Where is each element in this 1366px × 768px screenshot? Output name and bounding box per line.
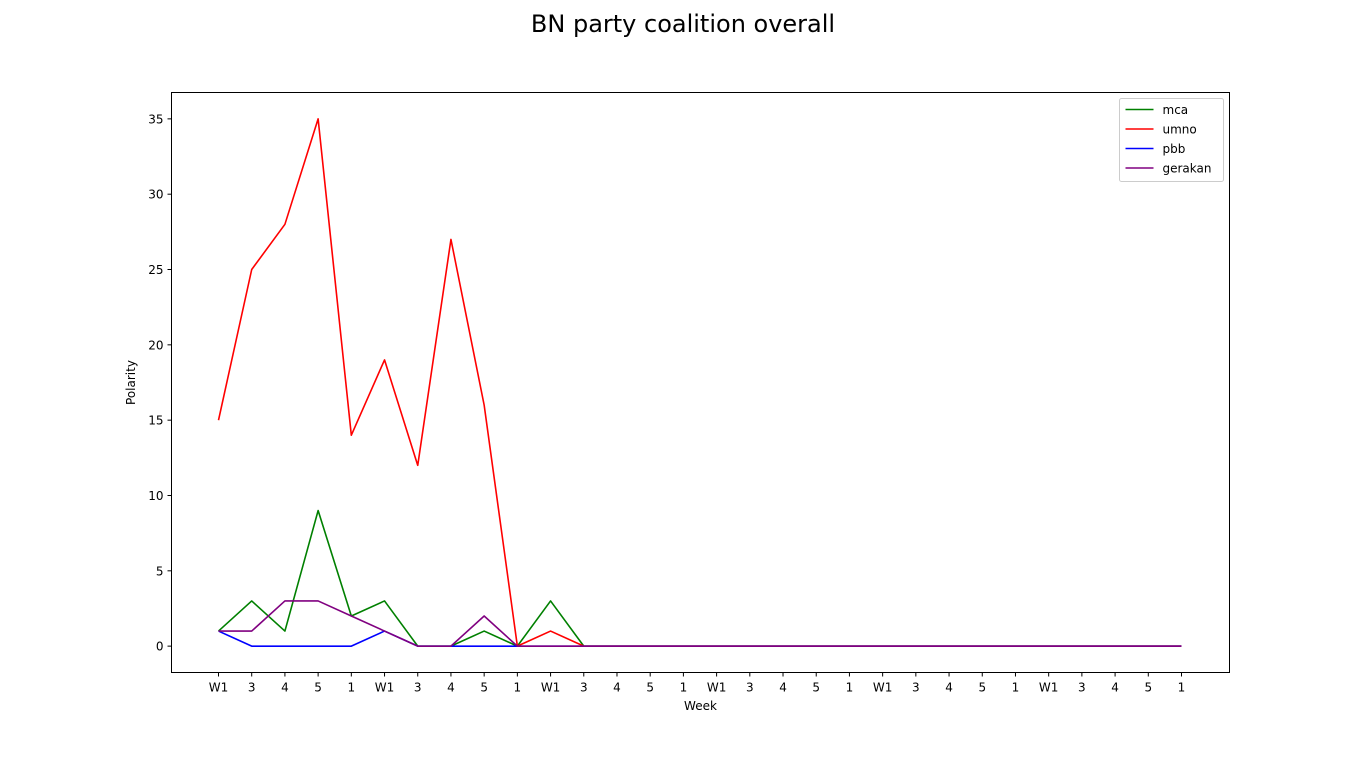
legend-label-pbb: pbb xyxy=(1163,142,1186,156)
y-tick-label: 10 xyxy=(148,489,163,503)
x-tick-label: 5 xyxy=(314,681,322,695)
plot-frame xyxy=(171,92,1230,673)
x-tick-label: 5 xyxy=(812,681,820,695)
x-tick-label: 5 xyxy=(646,681,654,695)
series-line-gerakan xyxy=(218,600,1182,647)
x-tick-label: 4 xyxy=(613,681,621,695)
y-tick-label: 35 xyxy=(148,112,163,126)
x-tick-label: 1 xyxy=(514,681,522,695)
legend-label-gerakan: gerakan xyxy=(1163,162,1212,176)
x-tick-label: 5 xyxy=(1144,681,1152,695)
y-tick-label: 0 xyxy=(156,640,164,654)
series-layer xyxy=(217,118,1182,647)
x-tick-label: 1 xyxy=(1012,681,1020,695)
x-tick-label: 4 xyxy=(945,681,953,695)
x-tick-label: W1 xyxy=(873,681,893,695)
x-tick-label: 3 xyxy=(912,681,920,695)
x-axis-label: Week xyxy=(684,699,717,713)
x-tick-label: 1 xyxy=(680,681,688,695)
series-line-mca xyxy=(217,509,1182,647)
x-tick-label: 3 xyxy=(414,681,422,695)
x-tick-label: 5 xyxy=(978,681,986,695)
x-tick-label: W1 xyxy=(541,681,561,695)
x-tick-label: 4 xyxy=(1111,681,1119,695)
x-tick-label: W1 xyxy=(375,681,395,695)
legend-label-umno: umno xyxy=(1163,123,1197,137)
series-line-umno xyxy=(217,118,1182,647)
x-tick-label: W1 xyxy=(1039,681,1059,695)
x-tick-label: 4 xyxy=(281,681,289,695)
chart-title: BN party coalition overall xyxy=(530,10,836,38)
legend-box xyxy=(1119,98,1224,182)
x-tick-label: 1 xyxy=(846,681,854,695)
x-tick-label: 4 xyxy=(779,681,787,695)
x-tick-label: 3 xyxy=(580,681,588,695)
x-tick-label: 1 xyxy=(1178,681,1186,695)
x-tick-label: 5 xyxy=(480,681,488,695)
axes-layer: W1 3 4 5 1 W1 3 4 5 1 W1 3 4 5 1 W1 3 4 5 1 W1 3 4 5 1 W1 3 4 5 10510… xyxy=(124,92,1230,713)
legend: mca umno pbb gerakan xyxy=(1119,98,1224,182)
x-tick-label: 3 xyxy=(1078,681,1086,695)
y-tick-label: 20 xyxy=(148,338,163,352)
y-tick-label: 5 xyxy=(156,564,164,578)
y-axis-label: Polarity xyxy=(124,360,138,405)
x-tick-label: 4 xyxy=(447,681,455,695)
y-tick-label: 25 xyxy=(148,263,163,277)
legend-label-mca: mca xyxy=(1163,103,1189,117)
y-tick-label: 15 xyxy=(148,414,163,428)
x-tick-label: W1 xyxy=(209,681,229,695)
series-line-pbb xyxy=(218,630,1182,647)
x-tick-label: W1 xyxy=(707,681,727,695)
x-tick-label: 3 xyxy=(746,681,754,695)
x-tick-label: 3 xyxy=(248,681,256,695)
y-tick-label: 30 xyxy=(148,188,163,202)
x-tick-label: 1 xyxy=(348,681,356,695)
